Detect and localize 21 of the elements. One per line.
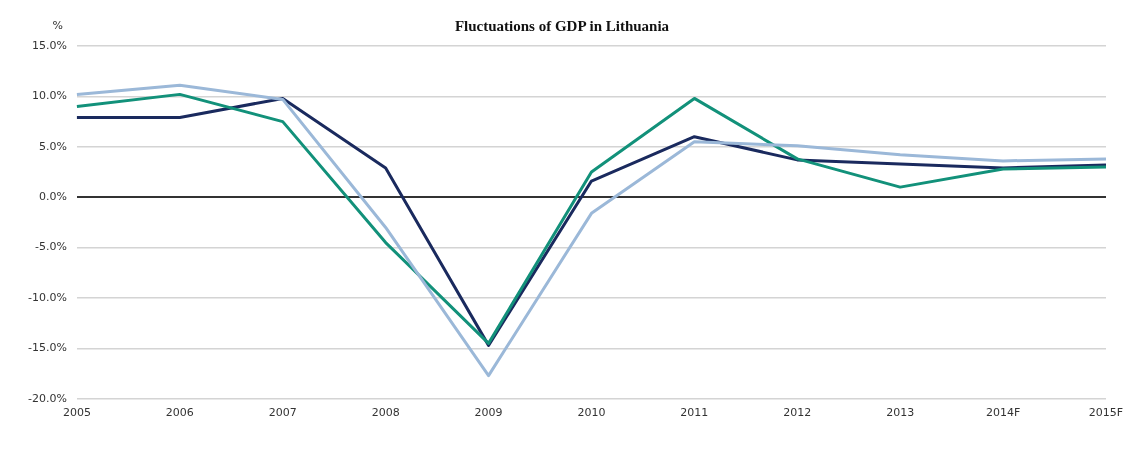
y-tick-label: -15.0% <box>27 341 67 355</box>
x-tick-label: 2008 <box>371 406 400 420</box>
x-tick-label: 2011 <box>680 406 709 420</box>
y-tick-label: -10.0% <box>27 290 67 304</box>
x-tick-label: 2005 <box>62 406 91 420</box>
y-tick-label: -20.0% <box>27 391 67 405</box>
x-tick-label: 2010 <box>577 406 606 420</box>
x-tick-label: 2013 <box>886 406 915 420</box>
y-axis-title: % <box>52 19 63 33</box>
y-tick-label: 15.0% <box>31 38 67 52</box>
x-tick-label: 2014F <box>985 406 1021 420</box>
x-tick-label: 2007 <box>268 406 297 420</box>
y-tick-label: 5.0% <box>38 139 67 153</box>
chart-title: Fluctuations of GDP in Lithuania <box>454 17 670 34</box>
x-tick-label: 2015F <box>1088 406 1124 420</box>
x-tick-label: 2012 <box>783 406 812 420</box>
x-tick-label: 2006 <box>165 406 194 420</box>
y-tick-label: 0.0% <box>38 190 67 204</box>
y-tick-label: 10.0% <box>31 89 67 103</box>
x-tick-label: 2009 <box>474 406 503 420</box>
y-tick-label: -5.0% <box>34 240 67 254</box>
